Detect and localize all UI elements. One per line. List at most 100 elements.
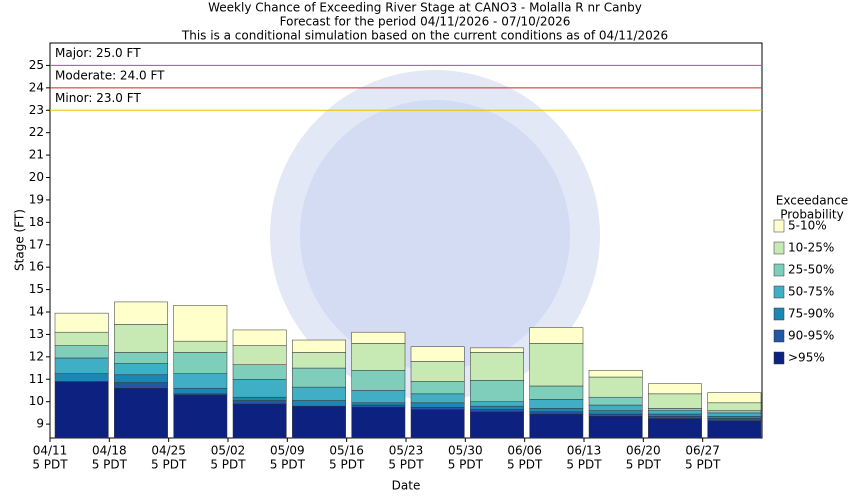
threshold-label-bg <box>52 67 160 84</box>
x-tick-label: 5 PDT <box>329 458 365 472</box>
bar-segment <box>707 418 762 421</box>
legend-label: 50-75% <box>788 285 834 299</box>
y-tick-label: 13 <box>29 327 44 341</box>
bar-segment <box>470 380 524 402</box>
y-tick-label: 15 <box>29 282 44 296</box>
bar-segment <box>173 394 228 439</box>
x-tick-label: 05/09 <box>270 444 305 458</box>
bar-segment <box>707 412 762 417</box>
bar-segment <box>232 329 287 346</box>
x-tick-label: 5 PDT <box>32 458 68 472</box>
bar-segment <box>529 399 584 409</box>
y-axis-label: Stage (FT) <box>13 209 27 271</box>
x-tick-label: 06/20 <box>626 444 661 458</box>
bar-segment <box>470 409 524 413</box>
y-tick-label: 22 <box>29 125 44 139</box>
legend-swatch <box>773 351 785 365</box>
x-tick-label: 5 PDT <box>685 458 721 472</box>
bar-segment <box>292 367 346 388</box>
bar-segment <box>470 401 524 407</box>
bar-segment <box>410 361 465 382</box>
bar-segment <box>588 404 643 411</box>
x-tick-label: 05/16 <box>329 444 364 458</box>
threshold-label-bg <box>52 45 160 62</box>
bar-segment <box>351 343 406 371</box>
bar-segment <box>114 374 168 383</box>
bar-segment <box>588 416 643 439</box>
bar-segment <box>173 305 228 342</box>
x-tick-label: 05/23 <box>389 444 424 458</box>
legend-label: 10-25% <box>788 241 834 255</box>
bar-segment <box>648 418 702 439</box>
threshold-label: Moderate: 24.0 FT <box>55 68 165 82</box>
x-tick-label: 06/06 <box>507 444 542 458</box>
threshold-label: Major: 25.0 FT <box>55 46 141 60</box>
bar-segment <box>54 345 109 359</box>
bar-segment <box>114 324 168 353</box>
bar-segment <box>351 407 406 439</box>
legend-label: >95% <box>788 351 825 365</box>
legend-label: 5-10% <box>788 219 827 233</box>
y-tick-label: 23 <box>29 103 44 117</box>
bar-segment <box>707 416 762 419</box>
bar-segment <box>588 413 643 417</box>
y-tick-label: 18 <box>29 215 44 229</box>
chart-subtitle: Forecast for the period 04/11/2026 - 07/… <box>280 15 571 29</box>
bar-segment <box>232 379 287 398</box>
x-tick-label: 5 PDT <box>507 458 543 472</box>
bar-segment <box>707 402 762 411</box>
bar-segment <box>54 381 109 439</box>
bar-segment <box>54 373 109 382</box>
bar-segment <box>529 343 584 387</box>
threshold-label-bg <box>52 90 160 107</box>
y-tick-label: 14 <box>29 305 44 319</box>
legend-swatch <box>773 263 785 277</box>
bar-segment <box>351 402 406 406</box>
bar-segment <box>351 404 406 408</box>
y-tick-label: 9 <box>36 417 44 431</box>
x-tick-label: 05/30 <box>448 444 483 458</box>
bar-segment <box>648 393 702 409</box>
bar-segment <box>292 339 346 353</box>
bar-segment <box>351 331 406 344</box>
legend-title: Probability <box>780 208 843 222</box>
bar-segment <box>470 411 524 439</box>
y-tick-label: 19 <box>29 192 44 206</box>
y-tick-label: 21 <box>29 148 44 162</box>
bar-segment <box>173 352 228 374</box>
legend-title: Exceedance <box>776 194 848 208</box>
bar-segment <box>588 410 643 415</box>
bar-segment <box>114 363 168 376</box>
x-tick-label: 5 PDT <box>626 458 662 472</box>
y-tick-label: 25 <box>29 58 44 72</box>
x-tick-label: 04/11 <box>33 444 68 458</box>
bar-segment <box>648 413 702 417</box>
legend-swatch <box>773 241 785 255</box>
y-tick-label: 20 <box>29 170 44 184</box>
bar-segment <box>588 376 643 398</box>
bar-segment <box>410 409 465 439</box>
y-tick-label: 12 <box>29 349 44 363</box>
bar-segment <box>410 381 465 395</box>
bar-segment <box>54 357 109 374</box>
bar-segment <box>529 411 584 415</box>
y-tick-label: 16 <box>29 260 44 274</box>
bar-segment <box>54 312 109 333</box>
bar-segment <box>648 408 702 411</box>
bar-segment <box>410 393 465 404</box>
bar-segment <box>173 373 228 389</box>
bar-segment <box>588 370 643 378</box>
bar-segment <box>410 407 465 410</box>
bar-segment <box>529 385 584 400</box>
legend-label: 75-90% <box>788 307 834 321</box>
threshold-label: Minor: 23.0 FT <box>55 91 141 105</box>
legend-swatch <box>773 219 785 233</box>
legend-swatch <box>773 285 785 299</box>
bar-segment <box>648 416 702 419</box>
bar-segment <box>470 405 524 410</box>
bar-segment <box>232 396 287 401</box>
bar-segment <box>292 352 346 369</box>
x-tick-label: 5 PDT <box>210 458 246 472</box>
x-tick-label: 5 PDT <box>270 458 306 472</box>
bar-segment <box>529 408 584 413</box>
